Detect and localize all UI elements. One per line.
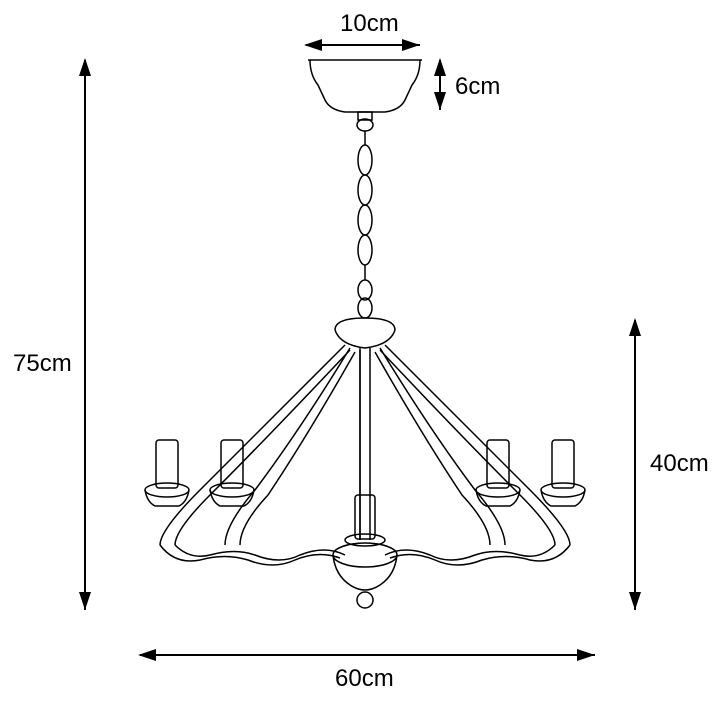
candle-5 (541, 440, 585, 506)
candle-1 (145, 440, 189, 506)
scrolls (160, 545, 570, 565)
candle-3 (345, 495, 385, 546)
diagram-container: 10cm 6cm 75cm 40cm 60cm (0, 0, 727, 720)
candles (145, 440, 585, 546)
body-top-cup (335, 318, 395, 348)
bottom-finial (333, 543, 397, 608)
chandelier-diagram (0, 0, 727, 720)
central-stem (360, 348, 370, 540)
chain (358, 131, 372, 318)
canopy (308, 60, 422, 131)
